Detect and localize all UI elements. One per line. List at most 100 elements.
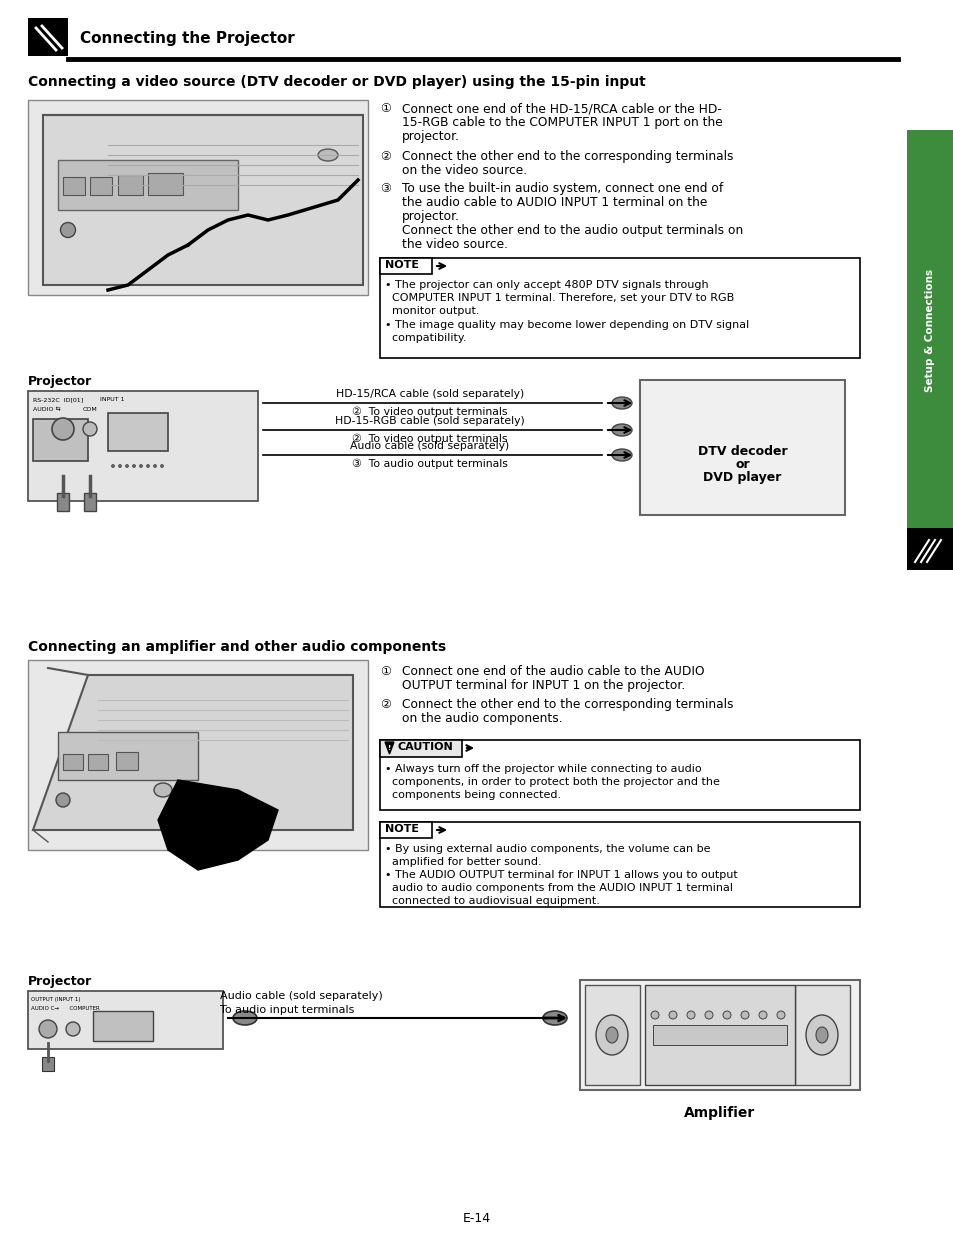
Bar bbox=[379, 823, 859, 906]
Text: Amplifier: Amplifier bbox=[683, 1107, 755, 1120]
Text: • The AUDIO OUTPUT terminal for INPUT 1 allows you to output: • The AUDIO OUTPUT terminal for INPUT 1 … bbox=[385, 869, 737, 881]
Ellipse shape bbox=[132, 464, 135, 468]
Text: AUDIO C→      COMPUTER: AUDIO C→ COMPUTER bbox=[30, 1007, 100, 1011]
Bar bbox=[108, 412, 168, 451]
Ellipse shape bbox=[139, 464, 142, 468]
Bar bbox=[42, 1057, 54, 1071]
Bar bbox=[90, 177, 112, 195]
Text: components, in order to protect both the projector and the: components, in order to protect both the… bbox=[385, 777, 720, 787]
Text: • The projector can only accept 480P DTV signals through: • The projector can only accept 480P DTV… bbox=[385, 280, 708, 290]
Text: HD-15-RGB cable (sold separately): HD-15-RGB cable (sold separately) bbox=[335, 416, 524, 426]
Ellipse shape bbox=[605, 1028, 618, 1044]
Ellipse shape bbox=[726, 399, 733, 405]
Text: Projector: Projector bbox=[28, 375, 92, 388]
Ellipse shape bbox=[711, 399, 718, 405]
Bar bbox=[379, 740, 859, 810]
Ellipse shape bbox=[805, 1015, 837, 1055]
Text: !: ! bbox=[388, 745, 391, 751]
Text: Audio cable (sold separately): Audio cable (sold separately) bbox=[350, 441, 509, 451]
Bar bbox=[118, 175, 143, 195]
Bar bbox=[28, 659, 368, 850]
Text: ②  To video output terminals: ② To video output terminals bbox=[352, 408, 507, 417]
Text: ②: ② bbox=[379, 149, 391, 163]
Ellipse shape bbox=[731, 490, 740, 495]
Text: Connecting the Projector: Connecting the Projector bbox=[80, 32, 294, 47]
Bar bbox=[58, 732, 198, 781]
Bar bbox=[63, 177, 85, 195]
Ellipse shape bbox=[815, 1028, 827, 1044]
Ellipse shape bbox=[668, 1011, 677, 1019]
Text: projector.: projector. bbox=[401, 210, 459, 224]
Bar bbox=[58, 161, 237, 210]
Text: Connect the other end to the corresponding terminals: Connect the other end to the correspondi… bbox=[401, 149, 733, 163]
Text: INPUT 1: INPUT 1 bbox=[100, 396, 125, 403]
Text: RS-232C  ID[01]: RS-232C ID[01] bbox=[33, 396, 83, 403]
Text: Connect one end of the HD-15/RCA cable or the HD-: Connect one end of the HD-15/RCA cable o… bbox=[401, 103, 721, 115]
Text: ③: ③ bbox=[379, 182, 391, 195]
Ellipse shape bbox=[317, 149, 337, 161]
Ellipse shape bbox=[60, 222, 75, 237]
Text: DTV decoder: DTV decoder bbox=[697, 445, 786, 458]
Text: OUTPUT terminal for INPUT 1 on the projector.: OUTPUT terminal for INPUT 1 on the proje… bbox=[401, 679, 684, 692]
Bar bbox=[92, 1011, 152, 1041]
Bar bbox=[379, 258, 432, 274]
Text: projector.: projector. bbox=[401, 130, 459, 143]
Ellipse shape bbox=[118, 464, 121, 468]
Text: amplified for better sound.: amplified for better sound. bbox=[385, 857, 541, 867]
Bar bbox=[28, 990, 223, 1049]
Bar bbox=[84, 493, 96, 511]
Polygon shape bbox=[158, 781, 277, 869]
Text: components being connected.: components being connected. bbox=[385, 790, 560, 800]
Bar bbox=[652, 1025, 786, 1045]
Ellipse shape bbox=[612, 424, 631, 436]
Bar bbox=[379, 258, 859, 358]
Bar bbox=[63, 755, 83, 769]
Bar bbox=[794, 986, 849, 1086]
Polygon shape bbox=[33, 676, 353, 830]
Text: ①: ① bbox=[379, 664, 391, 678]
Polygon shape bbox=[43, 115, 363, 285]
Ellipse shape bbox=[112, 464, 114, 468]
Ellipse shape bbox=[696, 399, 702, 405]
Text: COM: COM bbox=[83, 408, 97, 412]
Ellipse shape bbox=[759, 1011, 766, 1019]
Ellipse shape bbox=[126, 464, 129, 468]
Text: Setup & Connections: Setup & Connections bbox=[924, 268, 935, 391]
Text: OUTPUT (INPUT 1): OUTPUT (INPUT 1) bbox=[30, 997, 80, 1002]
Ellipse shape bbox=[722, 1011, 730, 1019]
Bar bbox=[379, 740, 461, 757]
Text: or: or bbox=[735, 458, 749, 471]
Text: ③  To audio output terminals: ③ To audio output terminals bbox=[352, 459, 507, 469]
Ellipse shape bbox=[596, 1015, 627, 1055]
Text: CAUTION: CAUTION bbox=[397, 742, 454, 752]
Text: Connect the other end to the audio output terminals on: Connect the other end to the audio outpu… bbox=[401, 224, 742, 237]
Text: Audio cable (sold separately): Audio cable (sold separately) bbox=[220, 990, 382, 1002]
Ellipse shape bbox=[233, 1011, 256, 1025]
Text: Connecting an amplifier and other audio components: Connecting an amplifier and other audio … bbox=[28, 640, 446, 655]
Text: Connecting a video source (DTV decoder or DVD player) using the 15-pin input: Connecting a video source (DTV decoder o… bbox=[28, 75, 645, 89]
Ellipse shape bbox=[153, 783, 172, 797]
Text: COMPUTER INPUT 1 terminal. Therefore, set your DTV to RGB: COMPUTER INPUT 1 terminal. Therefore, se… bbox=[385, 293, 734, 303]
Polygon shape bbox=[385, 742, 394, 755]
Text: To audio input terminals: To audio input terminals bbox=[220, 1005, 354, 1015]
Text: on the video source.: on the video source. bbox=[401, 164, 527, 177]
Ellipse shape bbox=[650, 1011, 659, 1019]
Text: • By using external audio components, the volume can be: • By using external audio components, th… bbox=[385, 844, 710, 853]
Bar bbox=[644, 393, 840, 435]
Text: on the audio components.: on the audio components. bbox=[401, 713, 562, 725]
Ellipse shape bbox=[740, 1011, 748, 1019]
Bar bbox=[33, 419, 88, 461]
Text: NOTE: NOTE bbox=[385, 824, 418, 834]
Ellipse shape bbox=[153, 464, 156, 468]
Bar bbox=[28, 391, 257, 501]
Ellipse shape bbox=[785, 490, 793, 495]
Text: • The image quality may become lower depending on DTV signal: • The image quality may become lower dep… bbox=[385, 320, 748, 330]
Ellipse shape bbox=[776, 1011, 784, 1019]
Bar bbox=[584, 986, 639, 1086]
Ellipse shape bbox=[696, 490, 703, 495]
Text: compatibility.: compatibility. bbox=[385, 333, 466, 343]
Ellipse shape bbox=[749, 490, 758, 495]
Bar bbox=[579, 981, 859, 1091]
Ellipse shape bbox=[612, 450, 631, 461]
Ellipse shape bbox=[147, 464, 150, 468]
